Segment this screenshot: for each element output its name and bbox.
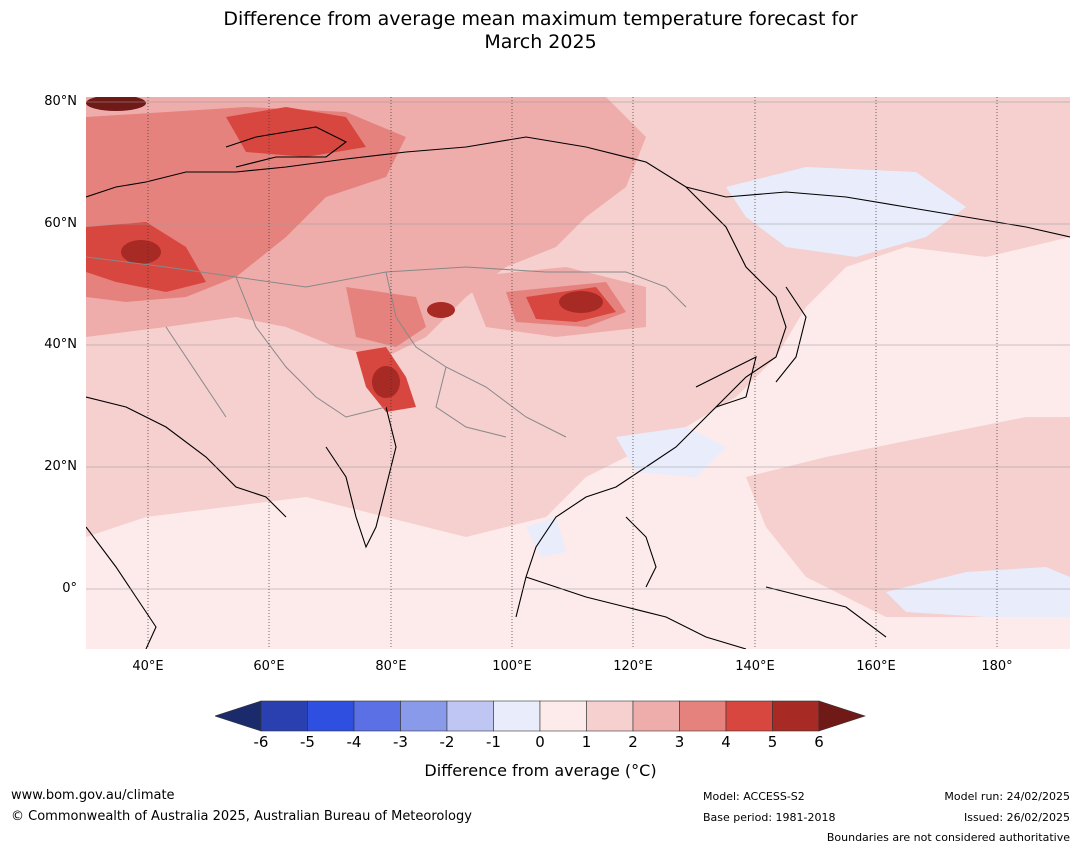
lon-label-120e: 120°E — [613, 659, 653, 674]
colorbar-cell — [539, 700, 587, 732]
colorbar-cell — [307, 700, 355, 732]
colorbar-tick-label: 5 — [767, 733, 778, 751]
lon-label-100e: 100°E — [492, 659, 532, 674]
colorbar-cell — [772, 700, 820, 732]
footer-website[interactable]: www.bom.gov.au/climate — [11, 788, 175, 803]
map-canvas — [86, 97, 1070, 649]
cool-patch-china-coast — [616, 427, 726, 477]
anomaly-core-tarim — [427, 302, 455, 318]
lon-gridlines — [147, 97, 998, 649]
title-line-2: March 2025 — [484, 31, 597, 53]
cool-patch-equatorial-pacific — [886, 567, 1070, 617]
colorbar-tick-label: 4 — [721, 733, 731, 751]
footer-base-period: Base period: 1981-2018 — [703, 811, 836, 824]
anomaly-core-gobi — [559, 291, 603, 313]
anomaly-band-4-5-scandinavia — [226, 107, 366, 157]
colorbar-tick-label: -2 — [439, 733, 455, 751]
colorbar-tick-label: -6 — [253, 733, 269, 751]
colorbar-cell — [446, 700, 494, 732]
lat-label-60n: 60°N — [44, 216, 77, 231]
anomaly-core-tibet — [372, 366, 400, 398]
lat-label-40n: 40°N — [44, 337, 77, 352]
lon-label-80e: 80°E — [375, 659, 407, 674]
cool-patch-siberia — [726, 167, 966, 257]
anomaly-core-arctic — [86, 97, 146, 111]
colorbar-cell — [632, 700, 680, 732]
colorbar-cell — [586, 700, 634, 732]
footer-disclaimer: Boundaries are not considered authoritat… — [826, 831, 1070, 844]
colorbar-cells — [215, 700, 866, 732]
colorbar-cell — [260, 700, 308, 732]
colorbar-tick-label: 6 — [814, 733, 824, 751]
colorbar-extend-high — [818, 700, 866, 732]
footer-copyright: © Commonwealth of Australia 2025, Austra… — [11, 809, 472, 824]
lat-gridlines — [86, 101, 1070, 590]
colorbar-tick-label: -1 — [486, 733, 501, 751]
colorbar-cell — [679, 700, 727, 732]
footer-model: Model: ACCESS-S2 — [703, 790, 805, 803]
colorbar-tick-label: 1 — [581, 733, 592, 751]
colorbar-tick-label: -4 — [346, 733, 362, 751]
coastlines — [86, 126, 1070, 649]
country-borders — [86, 256, 687, 438]
lon-label-140e: 140°E — [735, 659, 775, 674]
colorbar-cell — [725, 700, 773, 732]
colorbar-cell — [400, 700, 448, 732]
colorbar-tick-label: -3 — [393, 733, 408, 751]
map-title: Difference from average mean maximum tem… — [0, 8, 1081, 54]
anomaly-core-volga — [121, 240, 161, 264]
title-line-1: Difference from average mean maximum tem… — [223, 8, 858, 30]
lon-label-160e: 160°E — [856, 659, 896, 674]
lon-label-40e: 40°E — [132, 659, 164, 674]
footer-issued: Issued: 26/02/2025 — [963, 811, 1070, 824]
lat-label-0: 0° — [62, 581, 77, 596]
colorbar-tick-label: -5 — [300, 733, 315, 751]
forecast-map — [86, 97, 1070, 649]
colorbar-tick-label: 2 — [628, 733, 638, 751]
lon-label-60e: 60°E — [253, 659, 285, 674]
colorbar — [215, 700, 866, 732]
colorbar-extend-low — [215, 700, 262, 732]
lat-label-20n: 20°N — [44, 459, 77, 474]
footer-model-run: Model run: 24/02/2025 — [944, 790, 1070, 803]
colorbar-cell — [353, 700, 401, 732]
colorbar-cell — [493, 700, 541, 732]
lon-label-180: 180° — [981, 659, 1013, 674]
lat-label-80n: 80°N — [44, 94, 77, 109]
colorbar-tick-label: 0 — [535, 733, 545, 751]
colorbar-tick-label: 3 — [674, 733, 685, 751]
colorbar-label: Difference from average (°C) — [424, 761, 657, 780]
